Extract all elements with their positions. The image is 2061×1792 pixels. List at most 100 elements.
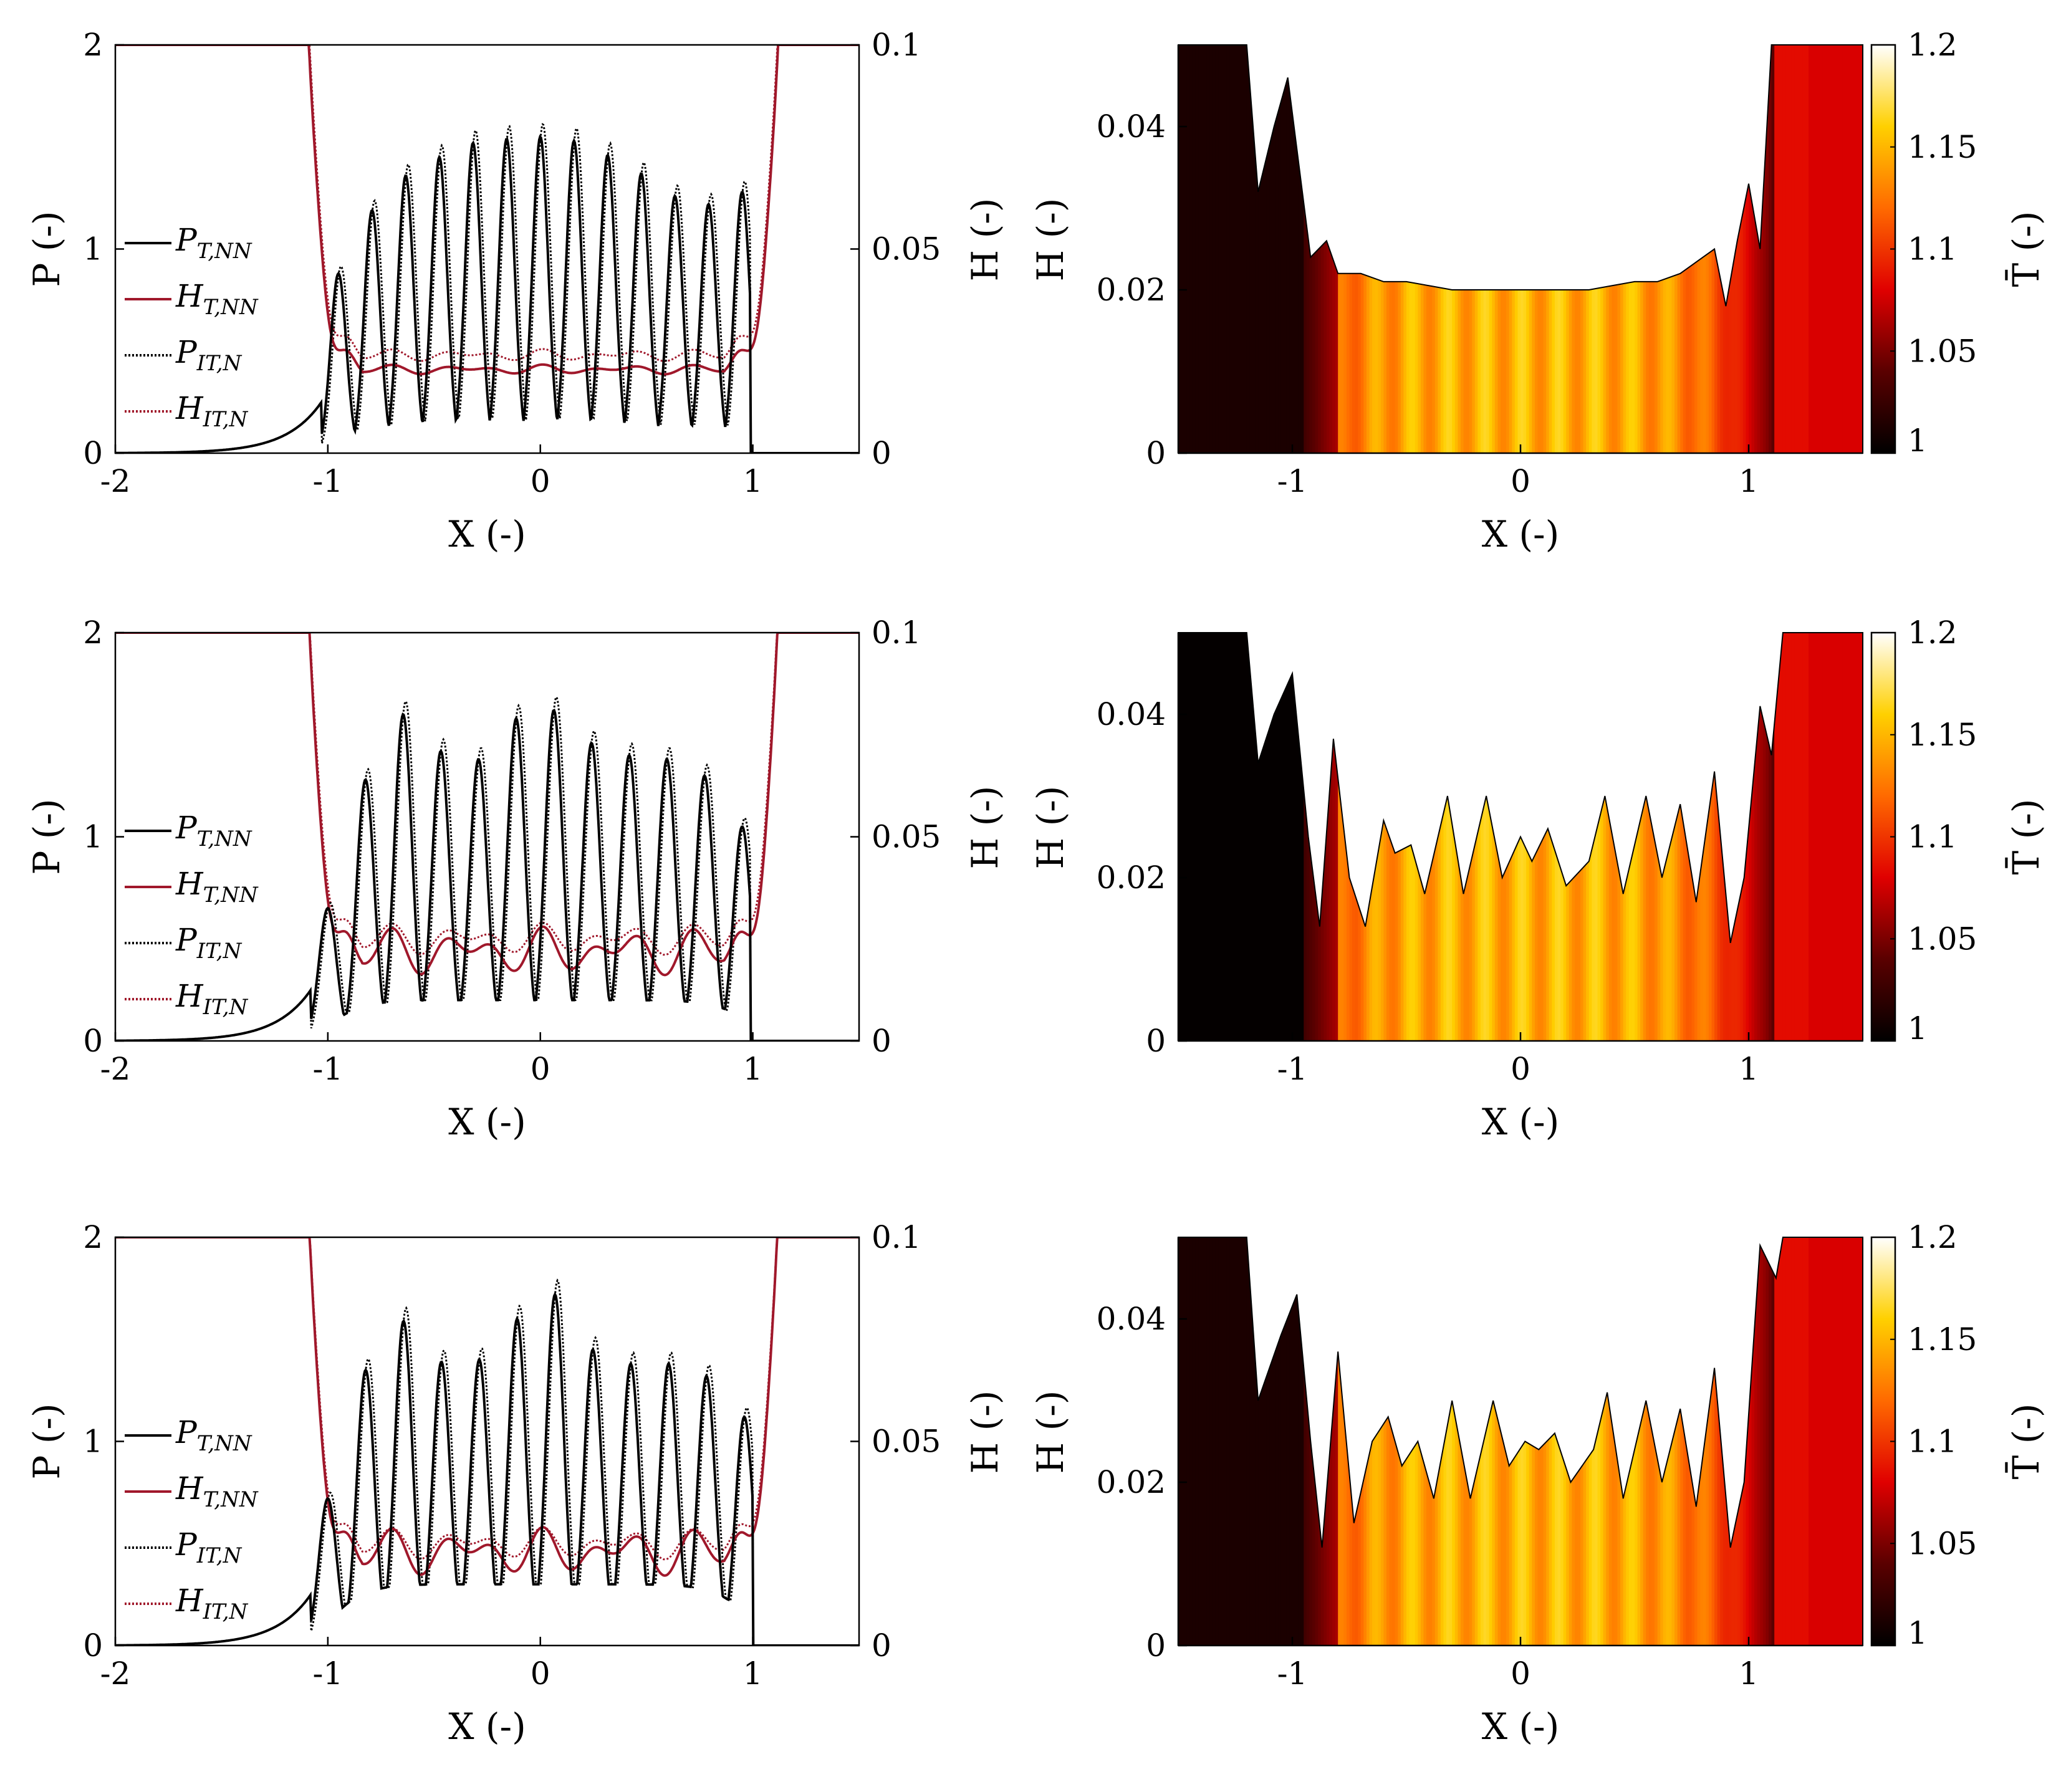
legend-item: HT,NN [125,1470,259,1512]
field-strip [1318,45,1322,453]
field-strip [1284,633,1287,1041]
field-strip [1280,633,1285,1041]
field-strip [1300,1237,1305,1646]
field-strip [1782,45,1787,453]
legend-item: HT,NN [125,278,259,320]
y-tick-label: 0.02 [1097,1464,1166,1500]
field-strip [1383,633,1387,1041]
field-strip [1221,1237,1225,1646]
field-strip [1306,1237,1310,1646]
field-strip [1255,45,1259,453]
x-axis-label: X (-) [1482,1101,1560,1143]
field-strip [1780,1237,1784,1646]
y-left-tick-label: 1 [83,231,103,267]
x-axis-label: X (-) [1482,513,1560,555]
field-strip [1766,633,1770,1041]
field-strip [1335,633,1339,1041]
field-strip [1218,1237,1222,1646]
field-strip [1780,45,1784,453]
field-strip [1860,1237,1863,1646]
field-strip [1497,1237,1501,1646]
field-strip [1785,1237,1790,1646]
colorbar-label: T̄ (-) [2004,799,2047,875]
field-strip [1802,1237,1807,1646]
field-strip [1746,45,1749,453]
field-strip [1486,1237,1490,1646]
field-strip [1797,45,1801,453]
field-strip [1232,633,1236,1041]
field-strip [1477,633,1481,1041]
field-strip [1552,1237,1555,1646]
y-left-axis-label: P (-) [26,1403,68,1479]
field-strip [1785,45,1790,453]
field-strip [1258,45,1262,453]
field-strip [1825,45,1830,453]
x-tick-label: -2 [100,1655,131,1692]
field-strip [1201,1237,1205,1646]
field-strip [1674,633,1678,1041]
field-strip [1751,633,1756,1041]
field-strip [1221,633,1225,1041]
field-strip [1834,633,1838,1041]
colorbar-tick-label: 1 [1908,423,1928,459]
y-left-tick-label: 0 [83,1627,103,1664]
field-strip [1671,1237,1676,1646]
colorbar-tick-label: 1.2 [1908,1219,1958,1255]
field-strip [1677,1237,1681,1646]
field-strip [1677,633,1681,1041]
field-strip [1831,1237,1835,1646]
field-strip [1766,1237,1770,1646]
field-strip [1780,633,1784,1041]
field-strip [1215,633,1219,1041]
field-strip [1837,45,1841,453]
field-strip [1380,633,1385,1041]
field-strip [1769,1237,1772,1646]
y-tick-label: 0.02 [1097,272,1166,308]
field-strip [1181,633,1185,1041]
field-strip [1828,633,1832,1041]
field-strip [1232,1237,1236,1646]
field-strip [1218,45,1222,453]
field-strip [1708,1237,1713,1646]
field-strip [1266,1237,1271,1646]
legend-label: HIT,N [175,390,249,432]
x-axis-label: X (-) [448,1101,526,1143]
x-tick-label: 1 [743,1051,763,1087]
field-strip [1811,633,1815,1041]
field-strip [1298,1237,1302,1646]
y-left-tick-label: 1 [83,819,103,855]
field-strip [1249,45,1253,453]
series-H-T-NN [115,633,859,977]
field-strip [1802,633,1807,1041]
field-strip [1229,45,1233,453]
legend-item: HIT,N [125,390,249,432]
field-strip [1332,1237,1336,1646]
field-strip [1708,633,1713,1041]
field-strip [1814,45,1818,453]
field-strip [1189,1237,1193,1646]
x-tick-label: 1 [743,1655,763,1692]
field-strip [1769,633,1772,1041]
field-strip [1204,633,1208,1041]
field-strip [1261,633,1265,1041]
field-strip [1489,633,1493,1041]
field-strip [1848,1237,1852,1646]
field-strip [1184,1237,1188,1646]
field-strip [1295,633,1299,1041]
field-strip [1269,633,1273,1041]
field-strip [1546,633,1550,1041]
field-strip [1754,45,1758,453]
field-strip [1221,45,1225,453]
field-strip [1820,45,1823,453]
field-strip [1275,1237,1279,1646]
field-strip [1204,1237,1208,1646]
field-strip [1857,45,1861,453]
field-strip [1266,633,1271,1041]
x-tick-label: -1 [1277,1051,1308,1087]
field-strip [1375,1237,1379,1646]
field-strip [1809,633,1812,1041]
x-tick-label: 0 [531,463,550,499]
field-strip [1304,45,1307,453]
field-strip [1449,1237,1453,1646]
y-left-tick-label: 0 [83,435,103,471]
